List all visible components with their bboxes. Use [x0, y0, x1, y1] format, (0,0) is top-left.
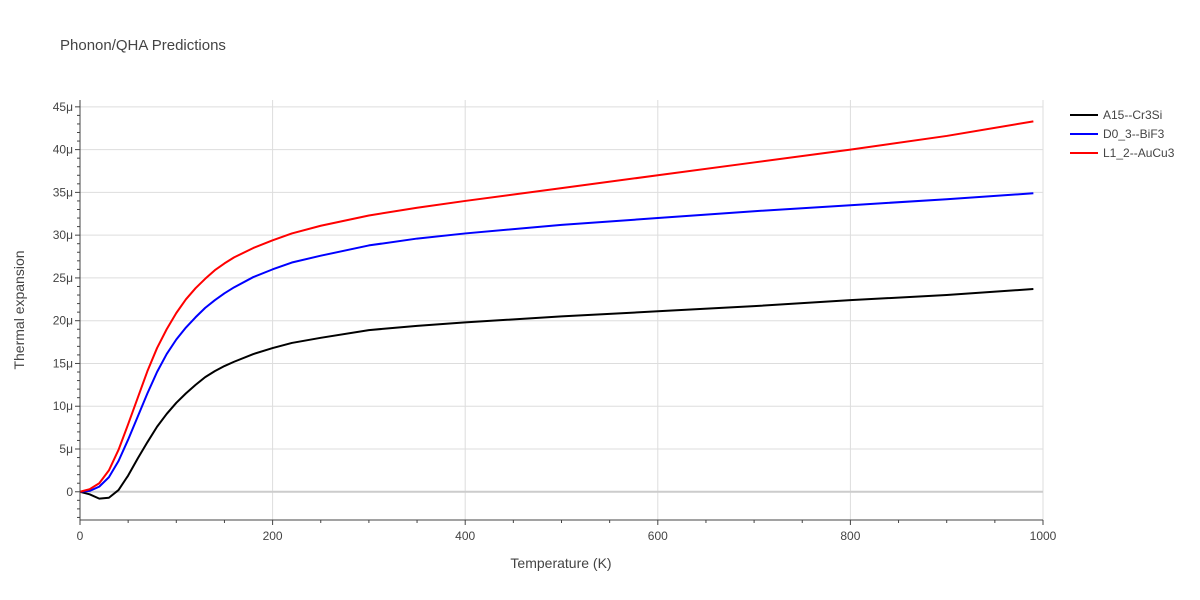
legend-label-2[interactable]: L1_2--AuCu3	[1103, 146, 1175, 160]
x-tick-label: 600	[648, 529, 668, 543]
legend: A15--Cr3Si D0_3--BiF3 L1_2--AuCu3	[1070, 108, 1175, 160]
y-tick-label: 40μ	[53, 143, 73, 157]
x-tick-label: 1000	[1030, 529, 1057, 543]
y-tick-label: 45μ	[53, 100, 73, 114]
x-tick-label: 0	[77, 529, 84, 543]
y-axis-title: Thermal expansion	[11, 250, 27, 369]
series-layer	[79, 120, 1034, 500]
chart-title: Phonon/QHA Predictions	[60, 37, 226, 54]
x-tick-label: 200	[263, 529, 283, 543]
legend-label-1[interactable]: D0_3--BiF3	[1103, 127, 1165, 141]
x-axis-title: Temperature (K)	[510, 555, 611, 571]
series-line-2	[79, 120, 1034, 493]
y-tick-label: 25μ	[53, 271, 73, 285]
axes-layer: 0 200 400 600 800 1000 0 5μ 10μ 15μ 20μ 25μ 30μ 35μ 40…	[53, 100, 1057, 543]
y-tick-label: 20μ	[53, 314, 73, 328]
y-tick-label: 10μ	[53, 399, 73, 413]
y-tick-label: 35μ	[53, 185, 73, 199]
y-tick-label: 30μ	[53, 228, 73, 242]
x-tick-label: 800	[840, 529, 860, 543]
y-tick-label: 5μ	[59, 442, 73, 456]
y-tick-label: 0	[66, 485, 73, 499]
y-tick-label: 15μ	[53, 356, 73, 370]
legend-label-0[interactable]: A15--Cr3Si	[1103, 108, 1162, 122]
grid-layer	[80, 100, 1044, 520]
series-line-0	[79, 288, 1034, 500]
x-tick-label: 400	[455, 529, 475, 543]
series-line-1	[79, 192, 1034, 493]
